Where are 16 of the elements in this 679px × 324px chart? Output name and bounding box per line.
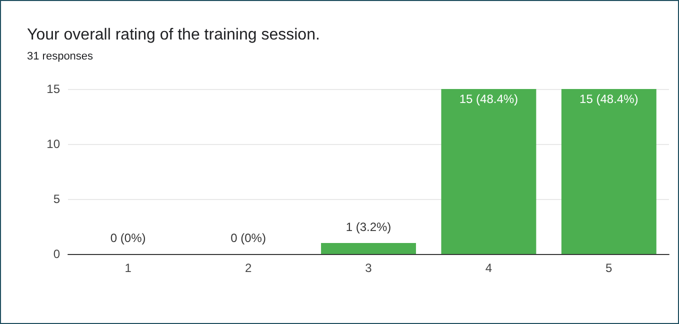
x-tick-label: 2 — [244, 261, 252, 275]
x-tick-label: 1 — [124, 261, 132, 275]
x-tick-label: 3 — [365, 261, 372, 275]
data-label: 15 (48.4%) — [580, 92, 638, 106]
y-tick-label: 5 — [53, 192, 60, 206]
y-tick-label: 0 — [53, 247, 60, 261]
data-label: 1 (3.2%) — [346, 220, 392, 234]
data-label: 0 (0%) — [110, 231, 146, 245]
chart-title: Your overall rating of the training session. — [27, 26, 320, 44]
chart-subtitle: 31 responses — [27, 50, 94, 62]
data-label: 0 (0%) — [230, 231, 266, 245]
y-tick-label: 10 — [46, 137, 60, 151]
x-tick-label: 5 — [606, 261, 613, 275]
y-tick-label: 15 — [46, 82, 60, 96]
x-tick-label: 4 — [485, 261, 492, 275]
data-label: 15 (48.4%) — [459, 92, 518, 106]
